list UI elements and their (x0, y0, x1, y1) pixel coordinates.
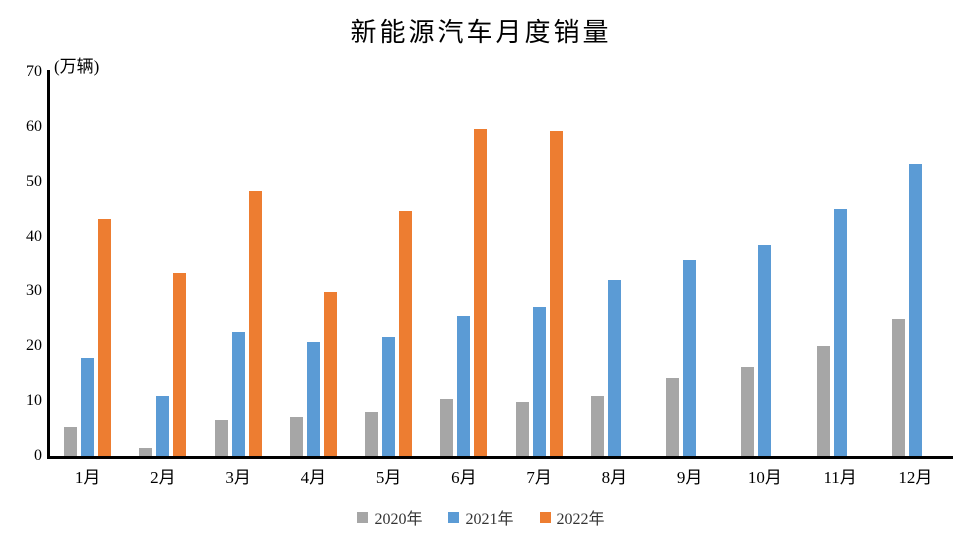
bar-group-m7 (502, 72, 577, 456)
x-tick-label-m11: 11月 (823, 468, 857, 487)
y-tick-label-10: 10 (26, 392, 42, 410)
bar-2021-m2 (156, 395, 170, 456)
bar-group-m6 (426, 72, 501, 456)
bar-group-m12 (878, 72, 953, 456)
bar-2020-m3 (214, 420, 228, 456)
chart-title: 新能源汽车月度销量 (350, 18, 612, 47)
bar-2021-m11 (833, 208, 847, 456)
bar-2020-m12 (891, 319, 905, 456)
x-axis-labels: 1月 2月 3月 4月 5月 6月 7月 8月 9月 10月 11月 12月 (50, 463, 953, 488)
y-axis-unit-label: (万辆) (54, 57, 100, 76)
bar-2021-m7 (532, 307, 546, 456)
bar-2022-m3 (248, 190, 262, 456)
bar-2021-m1 (81, 357, 95, 456)
bar-group-m8 (577, 72, 652, 456)
bar-group-m9 (652, 72, 727, 456)
bar-group-m3 (201, 72, 276, 456)
x-tick-label-m12: 12月 (898, 468, 933, 487)
bar-2020-m5 (365, 411, 379, 456)
x-tick-label-m8: 8月 (601, 468, 628, 487)
bar-2022-m4 (323, 291, 337, 456)
legend: 2020年 2021年 2022年 (0, 505, 962, 529)
bar-2021-m3 (231, 332, 245, 456)
y-tick-label-50: 50 (26, 172, 42, 190)
x-tick-label-m7: 7月 (526, 468, 552, 487)
y-axis-labels: 0 10 20 30 40 50 60 70 (0, 63, 42, 464)
bar-2022-m1 (98, 219, 112, 456)
x-tick-label-m3: 3月 (225, 468, 251, 487)
bar-2021-m10 (758, 245, 772, 456)
legend-label-2022: 2022年 (556, 511, 605, 528)
bar-2020-m1 (64, 426, 78, 456)
bar-2020-m7 (515, 402, 529, 456)
bar-group-m2 (125, 72, 200, 456)
bar-2020-m11 (816, 346, 830, 456)
legend-label-2020: 2020年 (374, 511, 423, 528)
y-tick-label-40: 40 (26, 227, 42, 245)
y-tick-label-30: 30 (26, 282, 42, 300)
bar-2021-m9 (683, 260, 697, 456)
y-tick-label-20: 20 (26, 337, 42, 355)
bar-2020-m9 (666, 378, 680, 456)
legend-swatch-2021 (448, 511, 460, 523)
legend-item-2020: 2020年 (357, 505, 422, 529)
bar-2022-m2 (173, 272, 187, 456)
x-tick-label-m4: 4月 (300, 468, 327, 487)
x-axis-line (47, 456, 953, 459)
x-tick-label-m10: 10月 (747, 468, 782, 487)
bar-2021-m12 (908, 164, 922, 456)
bar-2021-m4 (306, 342, 320, 456)
bar-2022-m7 (549, 130, 563, 456)
legend-label-2021: 2021年 (465, 511, 514, 528)
bar-group-m4 (276, 72, 351, 456)
bar-2021-m8 (607, 279, 621, 456)
legend-swatch-2020 (357, 511, 369, 523)
x-tick-label-m9: 9月 (676, 468, 703, 487)
legend-item-2021: 2021年 (448, 505, 514, 529)
bar-2020-m10 (741, 367, 755, 456)
bar-2020-m8 (590, 395, 604, 456)
bar-group-m11 (803, 72, 878, 456)
y-tick-label-60: 60 (26, 117, 42, 135)
y-tick-label-0: 0 (34, 447, 42, 464)
bar-2022-m5 (399, 210, 413, 456)
bar-2020-m2 (139, 447, 153, 456)
y-tick-label-70: 70 (26, 63, 42, 80)
bar-group-m5 (351, 72, 426, 456)
bar-2020-m6 (440, 398, 454, 456)
legend-swatch-2022 (539, 511, 551, 523)
bar-group-m1 (50, 72, 125, 456)
y-axis-line (47, 70, 50, 459)
bar-2020-m4 (289, 416, 303, 456)
x-tick-label-m6: 6月 (451, 468, 477, 487)
x-tick-label-m5: 5月 (375, 468, 402, 487)
bar-group-m10 (727, 72, 802, 456)
plot-area (50, 72, 953, 456)
bar-2021-m5 (382, 336, 396, 456)
x-tick-label-m1: 1月 (74, 468, 101, 487)
legend-item-2022: 2022年 (539, 505, 605, 529)
bar-2021-m6 (457, 315, 471, 456)
bar-2022-m6 (474, 129, 488, 456)
x-tick-label-m2: 2月 (150, 468, 176, 487)
